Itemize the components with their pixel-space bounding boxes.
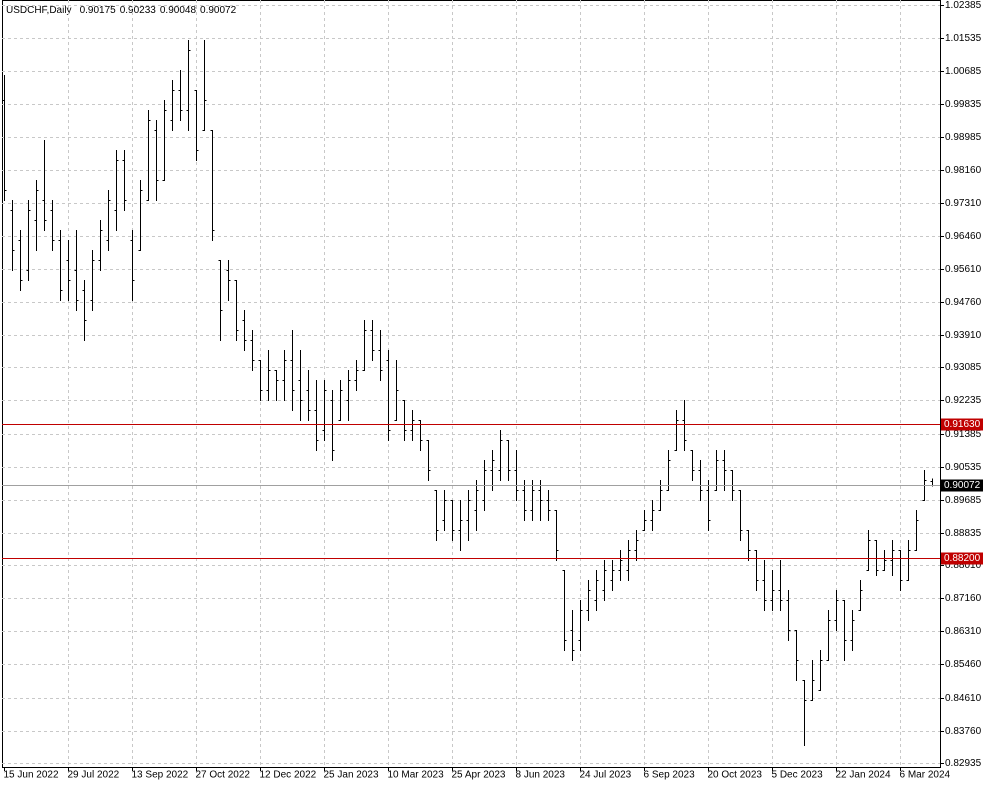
y-tick-label: 0.95610	[945, 264, 982, 275]
x-tick-label: 29 Jul 2022	[68, 770, 120, 781]
y-tick-label: 0.83760	[945, 726, 982, 737]
last-high: 0.90233	[120, 5, 157, 16]
y-tick-label: 0.82935	[945, 758, 982, 769]
last-open: 0.90175	[80, 5, 117, 16]
level-label-box	[941, 418, 983, 431]
y-tick-label: 1.00685	[945, 66, 982, 77]
x-tick-label: 13 Sep 2022	[132, 770, 189, 781]
chart-title: USDCHF,Daily 0.90175 0.90233 0.90048 0.90072	[6, 5, 237, 16]
y-tick-label: 0.94760	[945, 297, 982, 308]
x-tick-label: 25 Apr 2023	[452, 770, 506, 781]
x-tick-label: 8 Jun 2023	[516, 770, 566, 781]
y-tick-label: 0.98985	[945, 132, 982, 143]
y-tick-label: 0.93085	[945, 362, 982, 373]
x-tick-label: 22 Jan 2024	[836, 770, 891, 781]
y-tick-label: 0.92235	[945, 395, 982, 406]
plot-frame	[2, 0, 941, 768]
y-tick-label: 0.99835	[945, 99, 982, 110]
y-tick-label: 1.02385	[945, 0, 982, 11]
level-label-box	[941, 552, 983, 565]
symbol: USDCHF,Daily	[6, 5, 72, 16]
x-tick-label: 15 Jun 2022	[4, 770, 59, 781]
y-tick-label: 0.85460	[945, 659, 982, 670]
y-tick-label: 0.89685	[945, 495, 982, 506]
y-tick-label: 1.01535	[945, 33, 982, 44]
x-tick-label: 5 Dec 2023	[772, 770, 824, 781]
last-price-label: 0.90072	[944, 480, 981, 491]
y-tick-label: 0.84610	[945, 693, 982, 704]
level-label: 0.88200	[944, 553, 981, 564]
last-price-box	[941, 479, 983, 492]
x-tick-label: 25 Jan 2023	[324, 770, 379, 781]
x-tick-label: 6 Sep 2023	[644, 770, 696, 781]
y-tick-label: 0.87160	[945, 593, 982, 604]
y-tick-label: 0.88010	[945, 560, 982, 571]
x-tick-label: 27 Oct 2022	[196, 770, 251, 781]
x-tick-label: 10 Mar 2023	[388, 770, 445, 781]
last-close: 0.90072	[200, 5, 237, 16]
y-tick-label: 0.98160	[945, 165, 982, 176]
x-tick-label: 20 Oct 2023	[708, 770, 763, 781]
level-label: 0.91630	[944, 419, 981, 430]
x-tick-label: 6 Mar 2024	[900, 770, 951, 781]
y-tick-label: 0.91385	[945, 429, 982, 440]
y-tick-label: 0.93910	[945, 330, 982, 341]
y-tick-label: 0.86310	[945, 626, 982, 637]
y-tick-label: 0.96460	[945, 231, 982, 242]
y-tick-label: 0.88835	[945, 528, 982, 539]
last-low: 0.90048	[160, 5, 197, 16]
x-tick-label: 24 Jul 2023	[580, 770, 632, 781]
y-tick-label: 0.97310	[945, 198, 982, 209]
x-tick-label: 12 Dec 2022	[260, 770, 317, 781]
bars	[2, 40, 935, 747]
y-tick-label: 0.90535	[945, 462, 982, 473]
